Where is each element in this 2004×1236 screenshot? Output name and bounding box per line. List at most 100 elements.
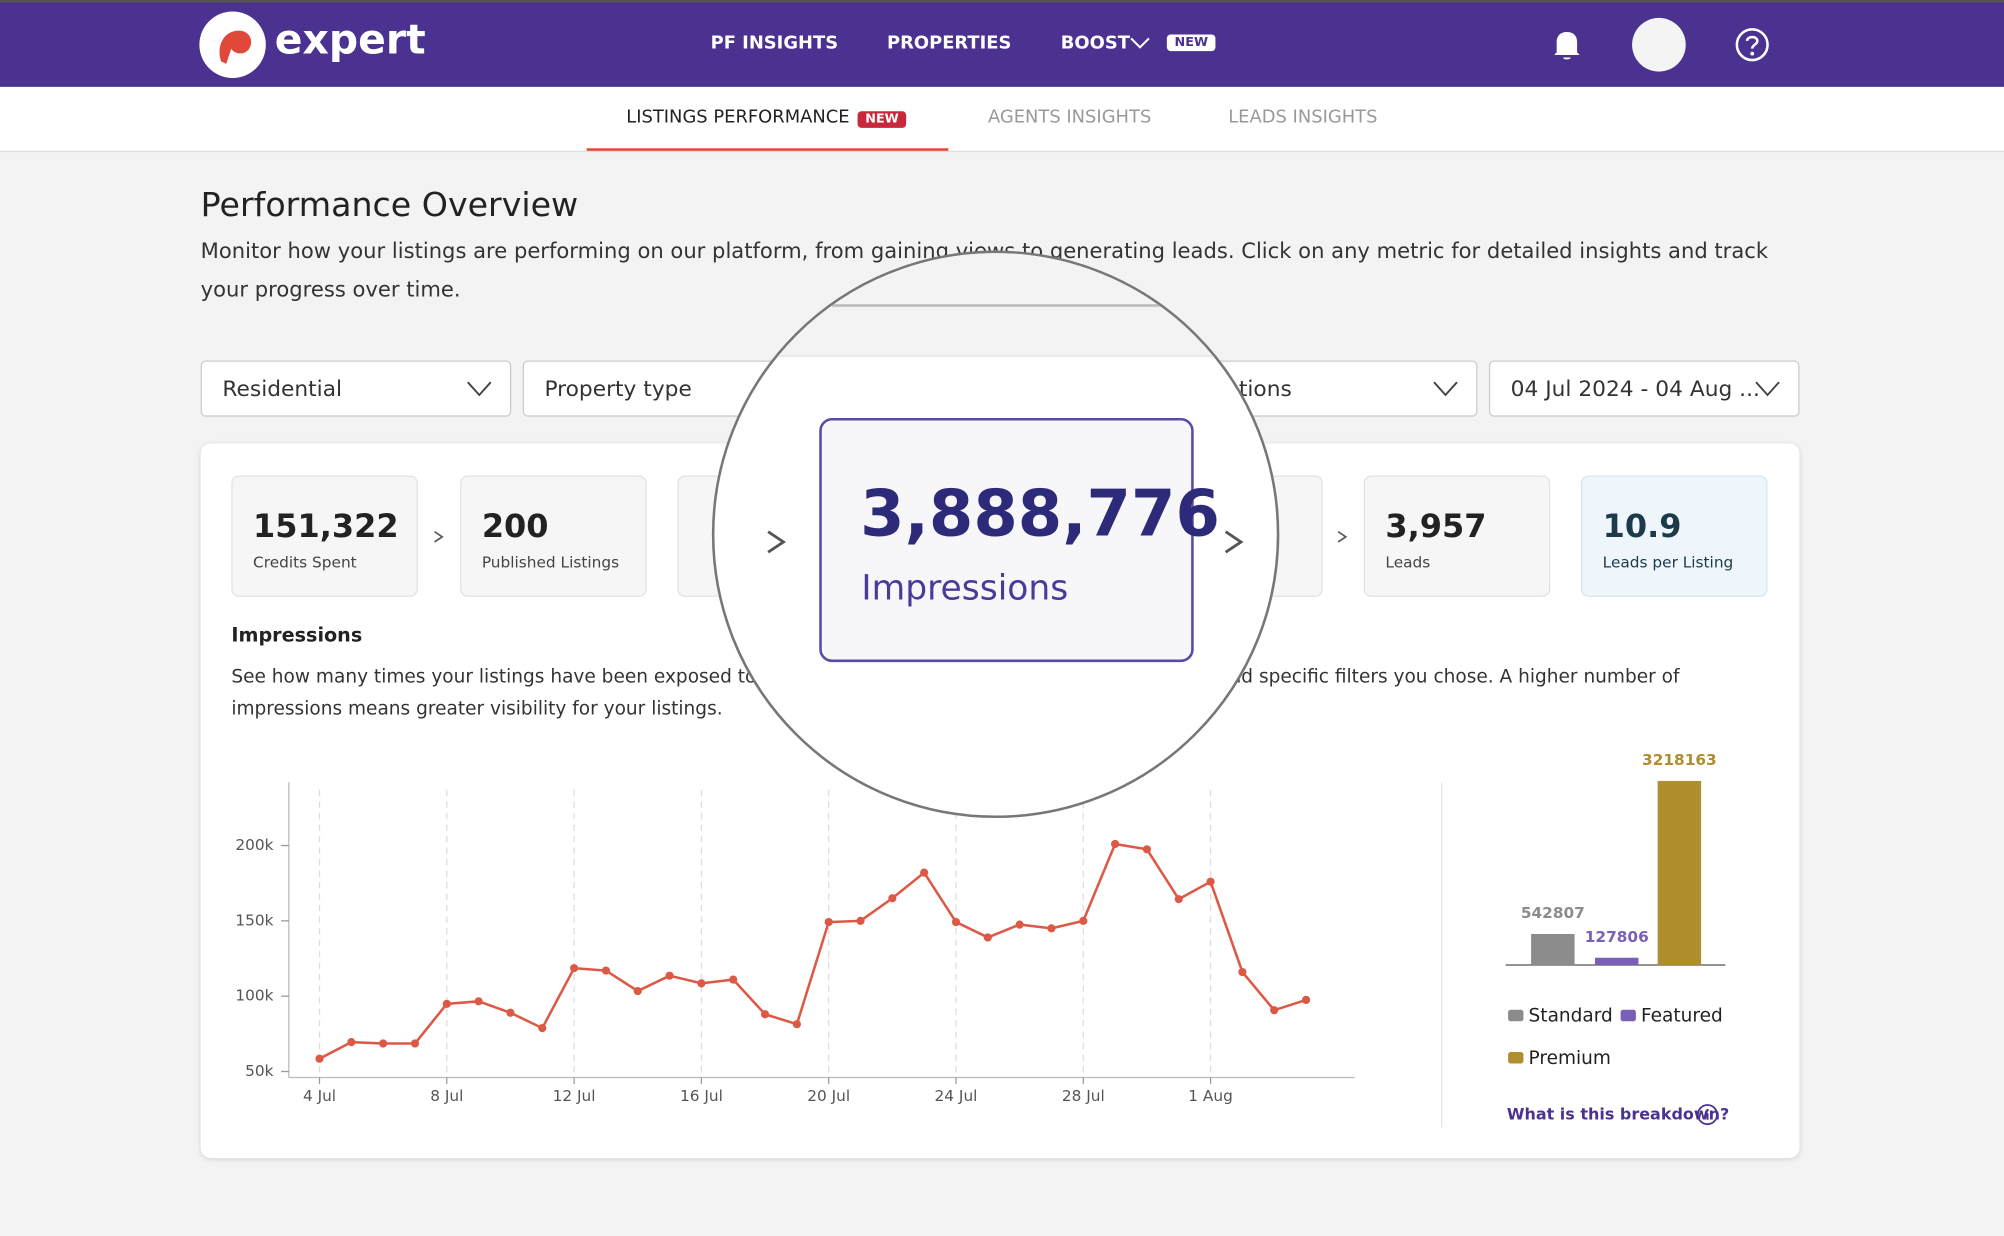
metric-card-magnified[interactable]: 3,888,776 Impressions: [819, 417, 1220, 663]
legend-swatch: [1620, 1009, 1636, 1022]
y-tick-label: 150k: [235, 911, 273, 929]
filter-dropdown[interactable]: 04 Jul 2024 - 04 Aug ...: [1488, 360, 1800, 417]
filter-text: Residential: [222, 377, 343, 403]
data-point: [379, 1039, 388, 1048]
metric-card[interactable]: 3,957 Leads: [1363, 475, 1551, 597]
nav-item[interactable]: PF INSIGHTS: [710, 33, 839, 54]
breakdown-link[interactable]: What is this breakdown?: [1506, 1104, 1730, 1124]
data-point: [888, 894, 897, 903]
data-point: [1270, 1006, 1279, 1015]
avatar[interactable]: [1632, 17, 1686, 72]
legend-label: Standard: [1529, 1006, 1613, 1027]
bar: [1531, 933, 1575, 966]
metric-label: Leads per Listing: [1602, 553, 1734, 572]
magnified-arrows: [767, 530, 1244, 554]
page-title: Performance Overview: [200, 186, 579, 225]
section-title: Impressions: [231, 623, 363, 647]
data-point: [951, 917, 961, 927]
new-badge: NEW: [857, 111, 907, 128]
help-icon[interactable]: [1733, 26, 1771, 64]
legend-label: Featured: [1641, 1006, 1723, 1027]
data-point: [824, 917, 833, 927]
chevron: [1130, 37, 1150, 49]
data-label: 3218163: [1642, 751, 1717, 769]
data-point: [474, 997, 483, 1006]
line-series: [318, 842, 1307, 1060]
x-tick-label: 24 Jul: [935, 1087, 978, 1105]
x-tick-label: 1 Aug: [1188, 1087, 1233, 1105]
y-tick-label: 50k: [245, 1062, 274, 1080]
filter-dropdown[interactable]: Residential: [200, 360, 512, 417]
data-point: [315, 1054, 324, 1063]
metric-value: 3,957: [1385, 507, 1487, 545]
metric-value: 151,322: [253, 507, 399, 545]
x-tick-label: 4 Jul: [303, 1087, 336, 1105]
data-point: [570, 964, 579, 973]
data-point: [538, 1024, 547, 1033]
y-tick-label: 200k: [235, 836, 273, 854]
new-badge: NEW: [1166, 34, 1216, 52]
tab[interactable]: LEADS INSIGHTS: [1228, 107, 1378, 128]
x-tick-label: 20 Jul: [807, 1087, 850, 1105]
data-point: [633, 986, 642, 996]
data-point: [792, 1020, 801, 1029]
magnified-border: [832, 304, 1165, 307]
filter-text: Property type: [544, 377, 692, 403]
brand[interactable]: expert: [274, 15, 426, 64]
bar: [1595, 957, 1639, 966]
tab-underline: [586, 148, 949, 151]
data-point: [760, 1010, 770, 1019]
metric-card[interactable]: 10.9 Leads per Listing: [1580, 475, 1768, 597]
data-point: [1174, 895, 1183, 904]
tab[interactable]: AGENTS INSIGHTS: [987, 107, 1152, 128]
legend-swatch: [1508, 1051, 1524, 1064]
data-point: [1238, 967, 1247, 977]
metric-value: 3,888,776: [860, 476, 1220, 551]
metric-value: 10.9: [1602, 507, 1682, 545]
data-point: [1079, 916, 1088, 925]
data-point: [442, 999, 451, 1008]
metric-card[interactable]: 151,322 Credits Spent: [231, 475, 418, 597]
metric-card[interactable]: 200 Published Listings: [460, 475, 647, 597]
data-point: [1142, 845, 1152, 854]
x-tick-label: 28 Jul: [1062, 1087, 1105, 1105]
x-tick-label: 8 Jul: [430, 1087, 463, 1105]
data-point: [697, 979, 706, 988]
metric-label: Leads: [1385, 553, 1431, 572]
x-tick-label: 16 Jul: [680, 1087, 723, 1105]
metric-label: Published Listings: [481, 553, 620, 572]
data-point: [410, 1039, 420, 1048]
data-point: [1111, 839, 1120, 849]
data-point: [729, 975, 738, 984]
metric-label: Credits Spent: [253, 553, 357, 572]
data-point: [347, 1038, 356, 1047]
data-point: [983, 933, 992, 942]
info-icon[interactable]: [1696, 1103, 1722, 1129]
x-tick-label: 12 Jul: [553, 1087, 596, 1105]
tab-bar: [0, 86, 2004, 153]
data-label: 127806: [1585, 928, 1649, 946]
tab[interactable]: LISTINGS PERFORMANCE: [626, 107, 850, 128]
data-point: [920, 868, 929, 877]
metric-label: Impressions: [861, 568, 1069, 609]
legend-swatch: [1508, 1009, 1524, 1022]
y-tick-label: 100k: [235, 987, 273, 1005]
metric-value: 200: [481, 507, 549, 545]
nav-item[interactable]: PROPERTIES: [886, 33, 1012, 54]
data-point: [601, 966, 611, 975]
data-point: [856, 916, 865, 925]
nav-item[interactable]: BOOST: [1060, 33, 1130, 54]
bell-icon[interactable]: [1549, 27, 1585, 63]
bar: [1657, 780, 1702, 966]
logo: [199, 11, 266, 78]
magnifier: 3,888,776 Impressions: [711, 250, 1280, 819]
data-point: [665, 971, 674, 980]
data-label: 542807: [1521, 904, 1585, 922]
data-point: [1015, 920, 1024, 929]
filter-text: 04 Jul 2024 - 04 Aug ...: [1510, 377, 1760, 403]
data-point: [1206, 877, 1215, 886]
data-point: [506, 1008, 515, 1017]
